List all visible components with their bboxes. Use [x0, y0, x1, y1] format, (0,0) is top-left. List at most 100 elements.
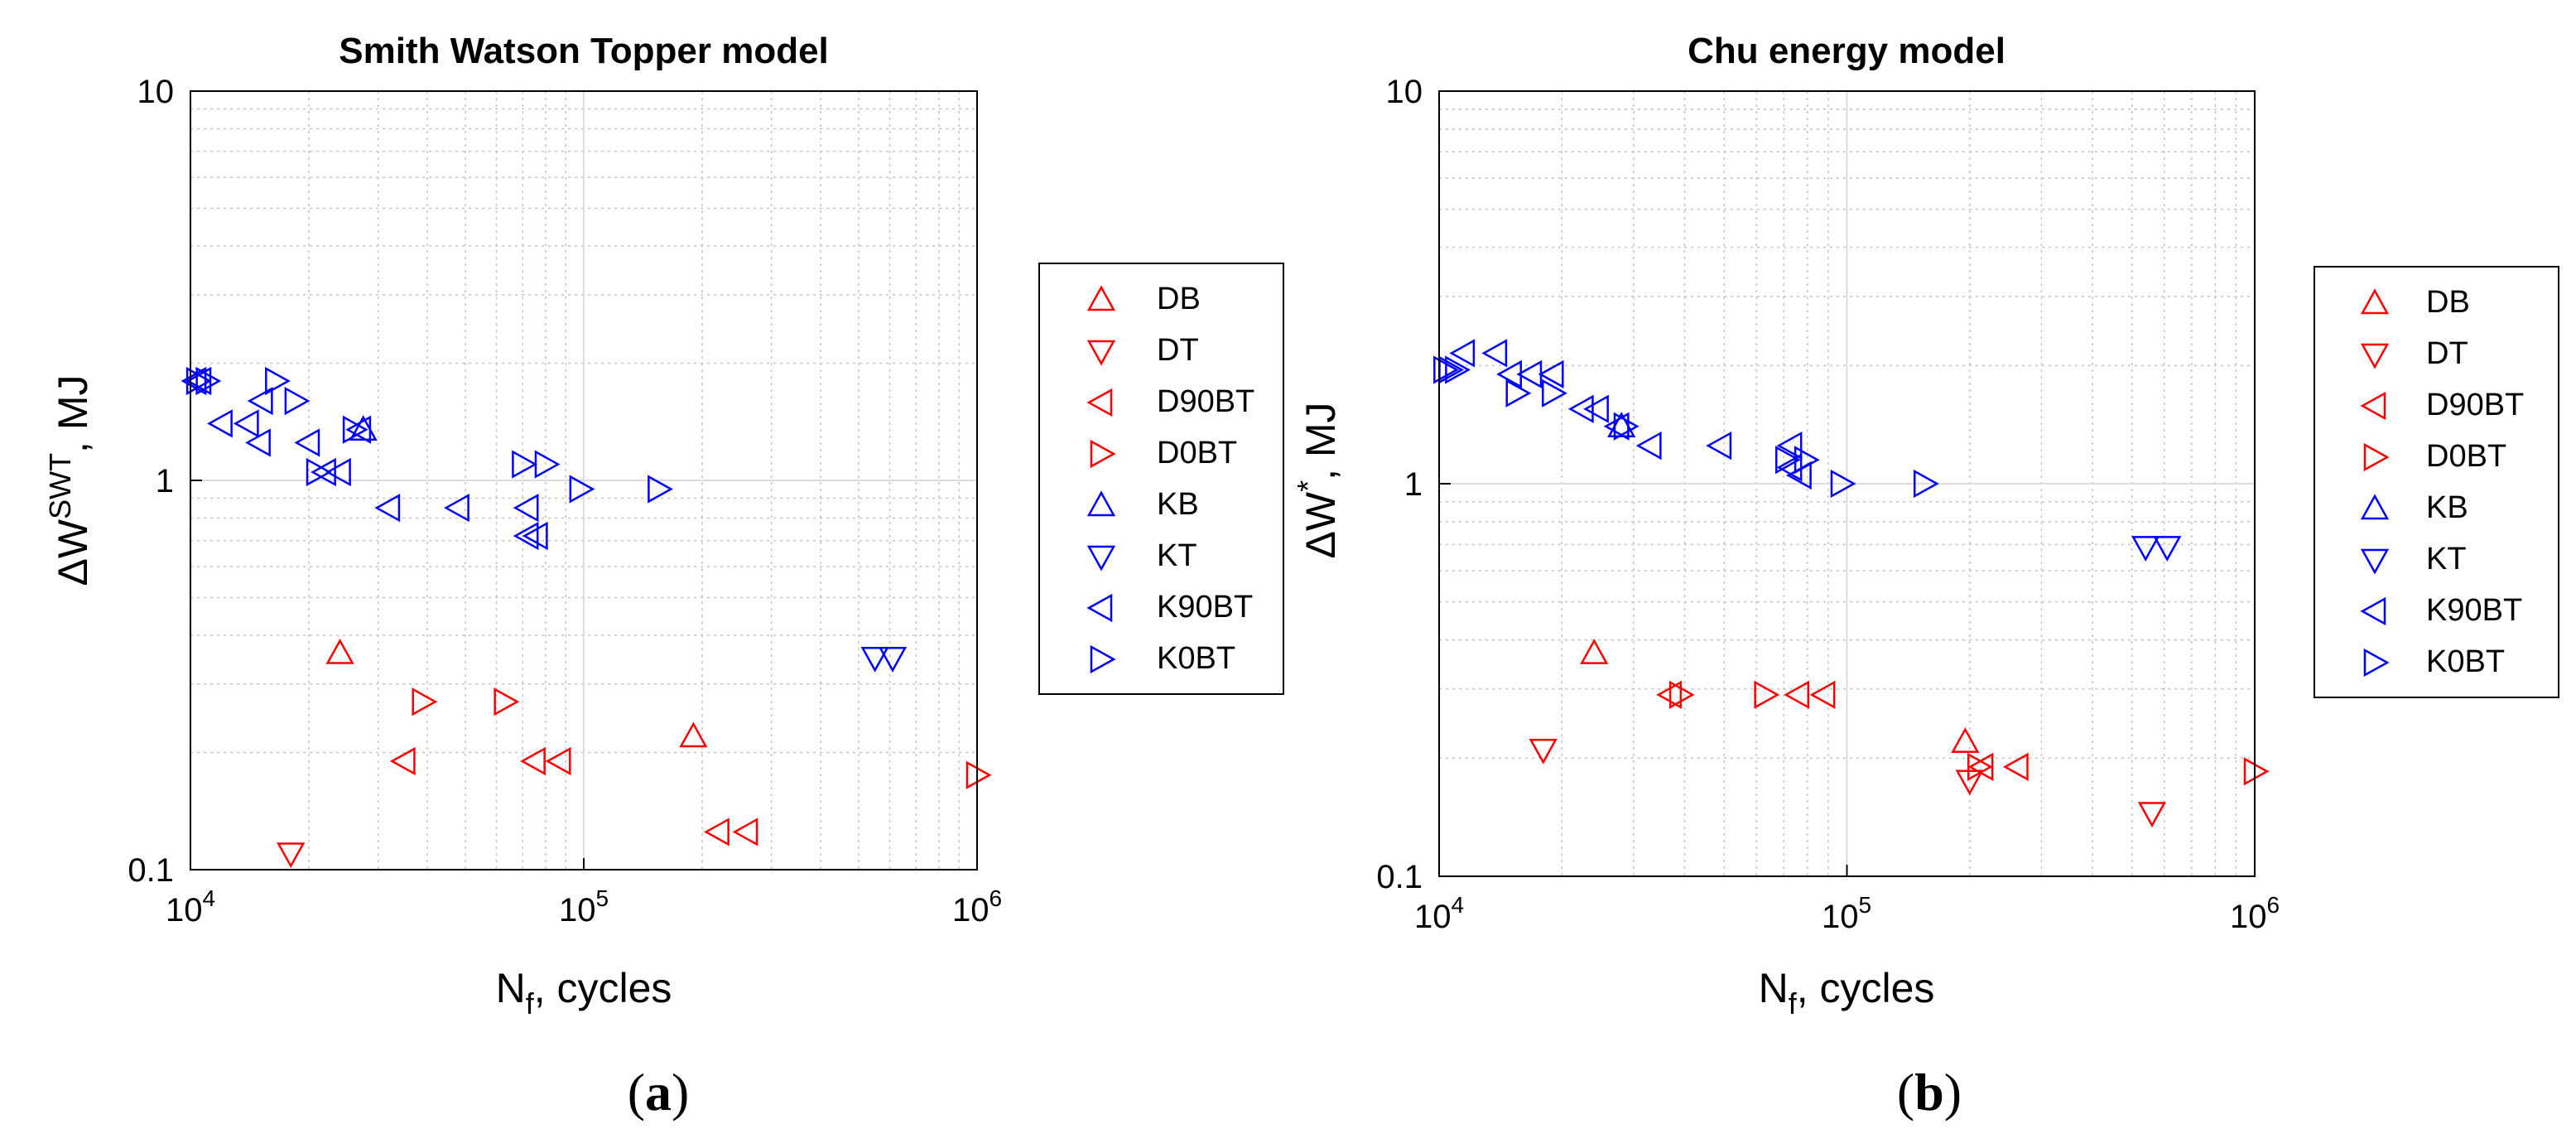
data-point-d0bt	[494, 687, 520, 716]
y-tick-label: 0.1	[128, 852, 174, 889]
data-point-d0bt	[1967, 752, 1993, 781]
data-point-k90bt	[513, 494, 539, 523]
data-point-k0bt	[265, 366, 291, 396]
legend-marker-k0bt	[1090, 644, 1116, 674]
legend-label-kt: KT	[1157, 538, 1197, 573]
axes-box-a	[190, 90, 978, 871]
data-point-k90bt	[1583, 394, 1609, 423]
data-point-k90bt	[1706, 431, 1732, 461]
data-point-k90bt	[233, 409, 259, 438]
legend-marker-kt	[1086, 545, 1116, 572]
markers-b	[1433, 339, 2270, 828]
data-point-k90bt	[207, 409, 233, 438]
data-point-k0bt	[284, 386, 311, 416]
data-point-k90bt	[247, 386, 273, 416]
x-tick-label: 104	[1414, 892, 1464, 935]
y-axis-label-a: ΔWSWT, MJ	[43, 374, 96, 586]
legend-marker-k90bt	[1086, 593, 1113, 623]
data-point-k90bt	[294, 428, 320, 457]
data-point-d90bt	[732, 817, 758, 846]
data-point-dt	[1529, 739, 1558, 764]
legend-marker-dt	[1086, 340, 1116, 366]
data-point-k0bt	[1542, 379, 1567, 408]
data-point-k0bt	[306, 457, 332, 487]
data-point-k90bt	[345, 415, 372, 444]
data-point-kt	[2153, 536, 2182, 562]
chart-title-a: Smith Watson Topper model	[339, 31, 829, 71]
data-point-dt	[277, 842, 306, 869]
legend-marker-k90bt	[2360, 596, 2386, 626]
data-point-k90bt	[1496, 359, 1522, 388]
data-point-d0bt	[2243, 757, 2270, 786]
legend-marker-db	[2360, 288, 2390, 315]
panel-a: Smith Watson Topper model 0.1 1 10 104 1…	[43, 31, 1284, 1121]
legend-box-b	[2314, 266, 2559, 698]
legend-a: DB DT D90BT D0BT KB KT K90BT K0BT	[1038, 263, 1284, 695]
data-point-dt	[2137, 802, 2167, 828]
legend-label-kb: KB	[1157, 487, 1199, 522]
legend-marker-kt	[2360, 548, 2390, 575]
legend-label-dt: DT	[1157, 333, 1199, 368]
legend-label-d90bt: D90BT	[2426, 388, 2524, 422]
x-tick-label: 105	[1822, 892, 1871, 935]
legend-label-k90bt: K90BT	[2426, 593, 2522, 628]
data-point-k90bt	[1776, 431, 1803, 461]
data-point-kt	[2131, 536, 2160, 562]
data-point-k0bt	[569, 475, 595, 504]
y-tick-label: 1	[1404, 466, 1423, 503]
legend-marker-kb	[2360, 494, 2390, 520]
grid-b	[1438, 90, 2256, 877]
data-point-d0bt	[412, 687, 438, 716]
grid-a	[190, 90, 978, 871]
y-tick-label: 1	[156, 463, 174, 499]
x-tick-label: 105	[559, 885, 609, 928]
data-point-kt	[860, 647, 889, 673]
data-point-db	[679, 721, 708, 748]
data-point-k90bt	[374, 494, 401, 523]
data-point-db	[1580, 639, 1609, 664]
data-point-d90bt	[704, 817, 729, 846]
chart-title-b: Chu energy model	[1688, 31, 2005, 71]
x-tick-label: 106	[2230, 892, 2280, 935]
data-point-k0bt	[1774, 446, 1801, 475]
data-point-k90bt	[325, 457, 351, 487]
legend-label-d90bt: D90BT	[1157, 384, 1254, 419]
y-axis-label-b: ΔW*, MJ	[1291, 402, 1344, 558]
data-point-k0bt	[1613, 412, 1639, 441]
data-point-kt	[878, 647, 908, 673]
data-point-k90bt	[513, 521, 539, 551]
legend-b: DB DT D90BT D0BT KB KT K90BT K0BT	[2314, 266, 2559, 698]
legend-marker-kb	[1086, 490, 1116, 517]
data-point-k90bt	[444, 494, 469, 523]
legend-label-kt: KT	[2426, 542, 2467, 576]
legend-marker-d0bt	[2363, 442, 2390, 472]
data-point-db	[325, 638, 354, 664]
legend-marker-db	[1086, 285, 1116, 311]
data-point-k90bt	[1481, 339, 1508, 368]
data-point-k90bt	[522, 521, 548, 551]
legend-label-dt: DT	[2426, 336, 2468, 371]
legend-marker-dt	[2360, 343, 2390, 369]
data-point-d90bt	[1809, 680, 1836, 709]
data-point-k90bt	[311, 457, 336, 487]
data-point-k90bt	[245, 428, 271, 457]
data-point-d90bt	[520, 746, 546, 776]
legend-label-kb: KB	[2426, 490, 2468, 525]
data-point-dt	[1955, 769, 1984, 796]
data-point-d90bt	[2002, 752, 2029, 781]
data-point-d0bt	[1754, 680, 1780, 709]
legend-label-k0bt: K0BT	[1157, 641, 1235, 676]
data-point-db	[1951, 727, 1980, 753]
data-point-k0bt	[512, 450, 537, 479]
panel-b: Chu energy model 0.1 1 10 104 105 106 Nf…	[1291, 31, 2559, 1121]
data-point-d0bt	[1668, 680, 1695, 709]
data-point-d90bt	[545, 746, 571, 776]
data-point-k0bt	[185, 366, 212, 396]
data-point-k0bt	[534, 450, 561, 479]
data-point-d0bt	[965, 760, 992, 789]
x-axis-label-a: Nf, cycles	[496, 965, 672, 1020]
legend-marker-d90bt	[2360, 391, 2386, 421]
data-point-k0bt	[195, 366, 222, 396]
data-point-k0bt	[1913, 469, 1939, 499]
